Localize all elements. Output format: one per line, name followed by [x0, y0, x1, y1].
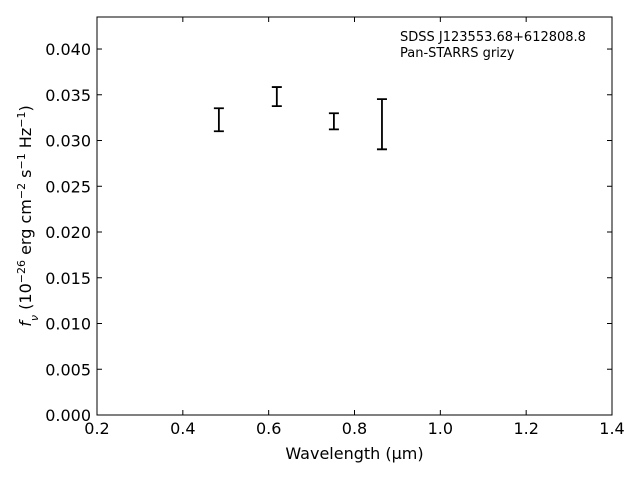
x-tick-label: 1.2: [513, 419, 538, 438]
y-axis-label: fν (10−26 erg cm−2 s−1 Hz−1): [15, 105, 41, 326]
y-tick-label: 0.025: [45, 177, 91, 196]
y-axis-label-part: (10: [16, 283, 35, 315]
y-tick-label: 0.030: [45, 132, 91, 151]
y-tick-label: 0.000: [45, 406, 91, 425]
error-bar: [271, 86, 282, 108]
annotation: Pan-STARRS grizy: [400, 46, 515, 61]
x-tick-label: 1.0: [428, 419, 453, 438]
error-bar: [213, 107, 224, 133]
y-tick-label: 0.020: [45, 223, 91, 242]
y-axis-label-part: ν: [28, 315, 41, 321]
x-tick-label: 1.4: [599, 419, 624, 438]
error-bar: [376, 98, 387, 151]
y-axis-label-part: Hz: [16, 128, 35, 154]
y-tick-label: 0.005: [45, 360, 91, 379]
x-tick-label: 0.8: [342, 419, 367, 438]
y-tick-label: 0.035: [45, 86, 91, 105]
y-axis-label-part: −2: [15, 183, 28, 199]
annotation: SDSS J123553.68+612808.8: [400, 30, 586, 45]
y-axis-label-part: −1: [15, 153, 28, 169]
y-tick-label: 0.010: [45, 315, 91, 334]
y-tick-label: 0.015: [45, 269, 91, 288]
y-axis-label-part: ): [16, 105, 35, 111]
y-axis-label-part: −26: [15, 260, 28, 283]
y-axis-label-part: f: [16, 319, 35, 327]
x-axis-label: Wavelength (μm): [285, 444, 423, 463]
plot-frame: [96, 16, 613, 416]
y-axis-label-part: erg cm: [16, 199, 35, 260]
y-axis-label-part: −1: [15, 112, 28, 128]
y-tick-label: 0.040: [45, 40, 91, 59]
error-bar: [328, 112, 339, 131]
x-tick-label: 0.2: [84, 419, 109, 438]
x-tick-label: 0.4: [170, 419, 195, 438]
y-axis-label-part: s: [16, 170, 35, 183]
x-tick-label: 0.6: [256, 419, 281, 438]
